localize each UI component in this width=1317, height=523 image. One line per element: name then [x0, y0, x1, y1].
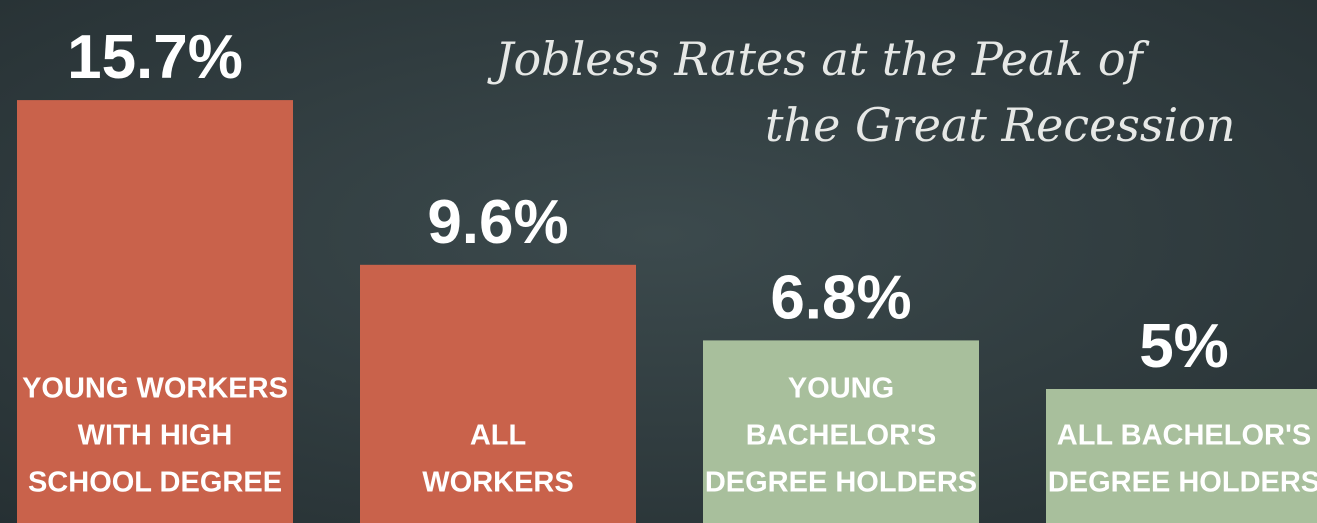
- chart-title: Jobless Rates at the Peak of: [487, 32, 1150, 86]
- value-label: 5%: [1139, 312, 1229, 381]
- bar: [360, 264, 636, 523]
- bar: [703, 340, 979, 523]
- bar: [17, 100, 293, 523]
- value-label: 9.6%: [427, 188, 568, 257]
- category-label: WITH HIGH: [78, 420, 233, 452]
- category-label: DEGREE HOLDERS: [1048, 467, 1317, 499]
- category-label: YOUNG WORKERS: [22, 373, 288, 405]
- bar: [1046, 389, 1317, 523]
- chart-title: the Great Recession: [765, 98, 1236, 152]
- category-label: WORKERS: [422, 467, 573, 499]
- category-label: YOUNG: [788, 373, 894, 405]
- category-label: ALL: [470, 420, 526, 452]
- category-label: DEGREE HOLDERS: [705, 467, 977, 499]
- category-label: SCHOOL DEGREE: [28, 467, 282, 499]
- category-label: BACHELOR'S: [746, 420, 937, 452]
- value-label: 6.8%: [770, 263, 911, 332]
- value-label: 15.7%: [67, 23, 243, 92]
- category-label: ALL BACHELOR'S: [1057, 420, 1311, 452]
